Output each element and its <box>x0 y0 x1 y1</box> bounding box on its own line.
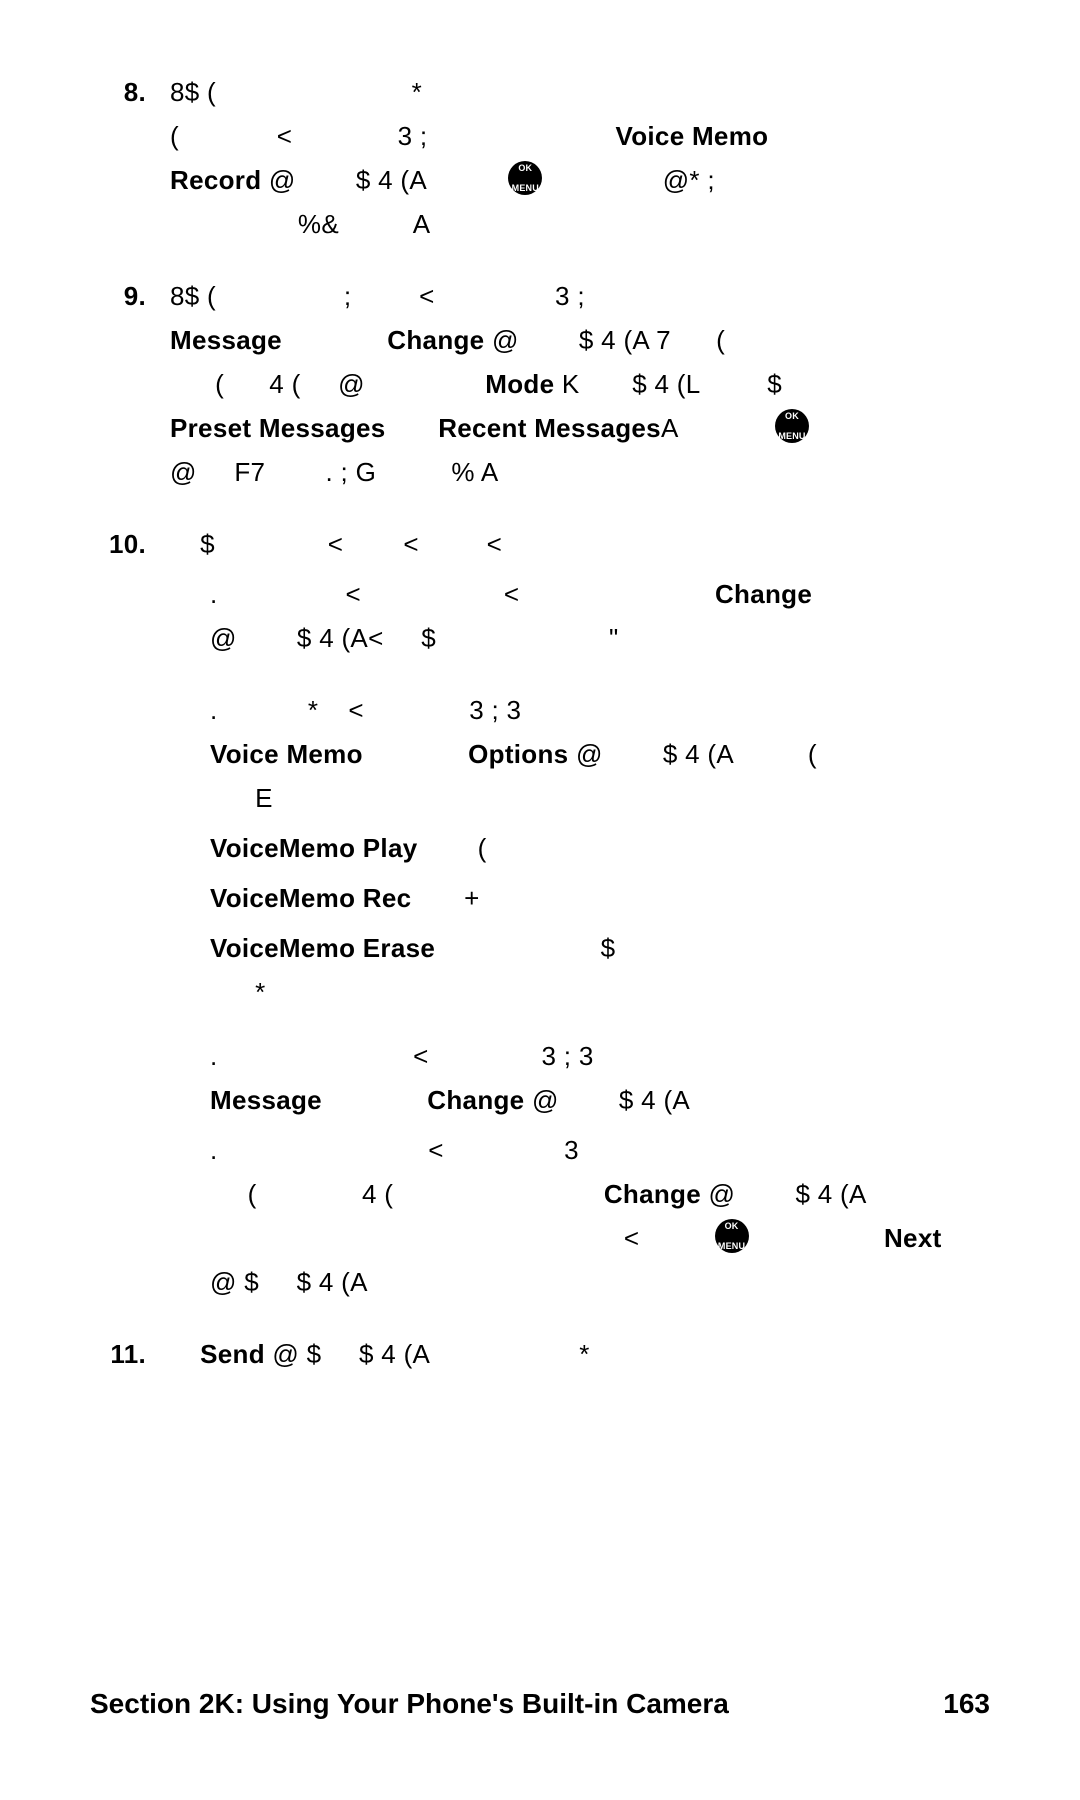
send-label: Send <box>200 1339 265 1369</box>
record-label: Record <box>170 165 261 195</box>
step-body: $ < < < . < < <box>170 522 990 1304</box>
sub-bullet: . < 3 ; 3 Message Change @ $ 4 (A <box>170 1034 990 1122</box>
step-number: 8. <box>90 70 146 114</box>
message-label: Message <box>170 325 282 355</box>
voice-memo-label: Voice Memo <box>210 739 363 769</box>
mode-label: Mode <box>485 369 554 399</box>
step-body: 8$ ( * ( < 3 ; Voice Memo Record @ <box>170 70 990 246</box>
next-label: Next <box>884 1223 942 1253</box>
options-label: Options <box>468 739 568 769</box>
page-footer: Section 2K: Using Your Phone's Built-in … <box>90 1688 990 1720</box>
step-list: 8. 8$ ( * ( < 3 ; Voice Memo <box>90 70 990 1376</box>
sub-bullet: . < 3 ( 4 ( C <box>170 1128 990 1304</box>
voicememo-play-item: VoiceMemo Play ( <box>210 826 990 870</box>
menu-ok-icon <box>775 409 809 443</box>
change-label: Change <box>387 325 484 355</box>
voicememo-rec-item: VoiceMemo Rec + <box>210 876 990 920</box>
menu-ok-icon <box>715 1219 749 1253</box>
message-label: Message <box>210 1085 322 1115</box>
section-title: Section 2K: Using Your Phone's Built-in … <box>90 1688 729 1720</box>
manual-page: 8. 8$ ( * ( < 3 ; Voice Memo <box>0 0 1080 1800</box>
step-9: 9. 8$ ( ; < 3 ; Message Change @ $ 4 <box>90 274 990 494</box>
preset-messages-label: Preset Messages <box>170 413 386 443</box>
change-label: Change <box>715 579 812 609</box>
change-label: Change <box>427 1085 524 1115</box>
sub-bullet: . * < 3 ; 3 Voice Memo Options @ $ 4 (A <box>170 688 990 1014</box>
recent-messages-label: Recent Messages <box>438 413 661 443</box>
page-number: 163 <box>943 1688 990 1720</box>
menu-ok-icon <box>508 161 542 195</box>
step-11: 11. Send @ $ $ 4 (A * <box>90 1332 990 1376</box>
voice-memo-label: Voice Memo <box>616 121 769 151</box>
step-number: 9. <box>90 274 146 318</box>
step-8: 8. 8$ ( * ( < 3 ; Voice Memo <box>90 70 990 246</box>
step-10: 10. $ < < < . < <box>90 522 990 1304</box>
step-body: Send @ $ $ 4 (A * <box>170 1332 990 1376</box>
step-body: 8$ ( ; < 3 ; Message Change @ $ 4 (A 7 <box>170 274 990 494</box>
sub-bullet: . < < Change @ $ 4 (A< <box>170 572 990 660</box>
step-number: 11. <box>90 1332 146 1376</box>
step-number: 10. <box>90 522 146 566</box>
change-label: Change <box>604 1179 701 1209</box>
voicememo-erase-item: VoiceMemo Erase $ * <box>210 926 990 1014</box>
